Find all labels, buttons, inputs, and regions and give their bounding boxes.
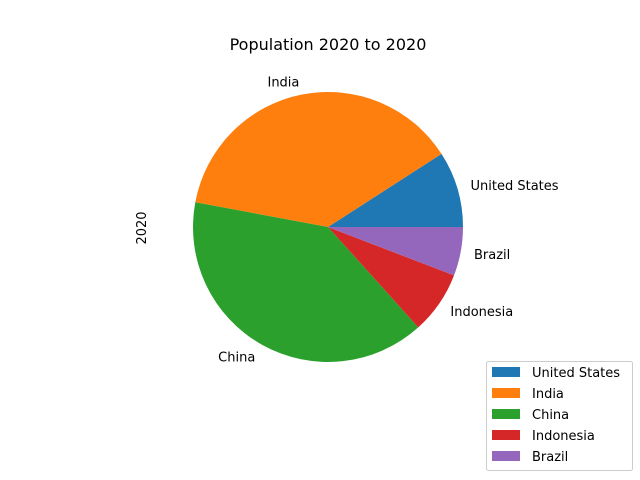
- legend-swatch-brazil: [492, 451, 520, 461]
- legend-frame: [486, 361, 633, 471]
- legend-label-india: India: [532, 387, 564, 402]
- legend-swatch-india: [492, 388, 520, 398]
- pie-slice-brazil: [328, 227, 463, 276]
- legend-swatch-united-states: [492, 367, 520, 377]
- legend-label-united-states: United States: [532, 366, 620, 381]
- pie-slice-indonesia: [328, 227, 455, 328]
- slice-label-brazil: Brazil: [474, 248, 510, 263]
- y-axis-label: 2020: [135, 211, 150, 244]
- legend-label-indonesia: Indonesia: [532, 429, 595, 444]
- slice-label-indonesia: Indonesia: [450, 305, 513, 320]
- slice-label-india: India: [267, 75, 299, 90]
- pie-slices: [192, 92, 463, 362]
- pie-slice-india: [195, 92, 442, 227]
- legend-label-brazil: Brazil: [532, 450, 568, 465]
- slice-label-china: China: [218, 351, 255, 366]
- slice-label-united-states: United States: [471, 179, 559, 194]
- legend-label-china: China: [532, 408, 569, 423]
- pie-slice-united-states: [328, 153, 463, 227]
- chart-title: Population 2020 to 2020: [230, 35, 427, 54]
- pie-slice-china: [192, 202, 419, 362]
- legend-swatch-indonesia: [492, 430, 520, 440]
- legend-swatch-china: [492, 409, 520, 419]
- slice-labels: United States India China Indonesia Brazil: [218, 75, 559, 365]
- legend: United States India China Indonesia Brazil: [486, 361, 633, 471]
